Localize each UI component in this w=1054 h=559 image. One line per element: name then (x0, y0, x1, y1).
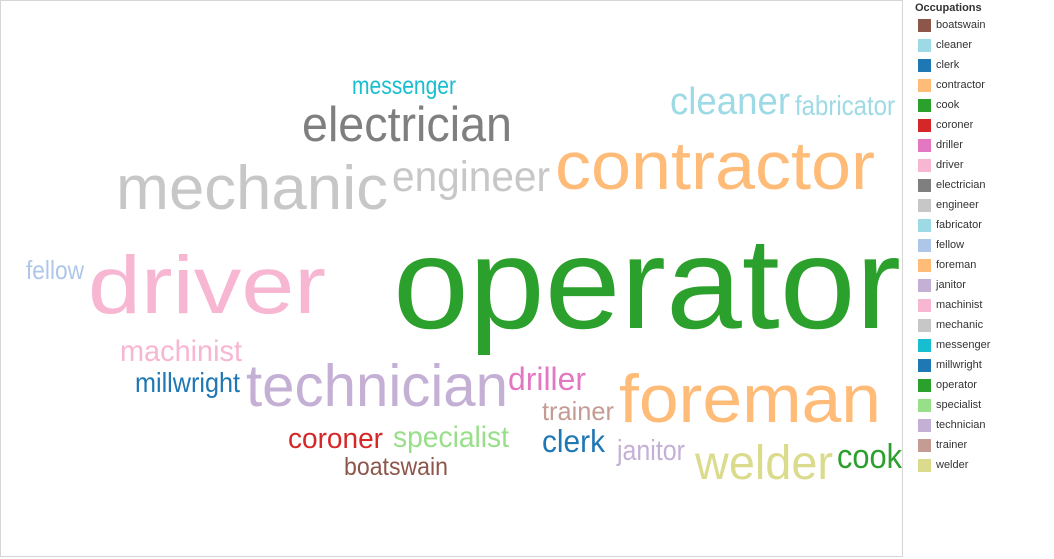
word-welder: welder (694, 436, 833, 490)
legend-label: technician (936, 419, 986, 431)
word-engineer: engineer (392, 153, 550, 201)
legend-swatch (918, 198, 931, 212)
legend-item-fellow: fellow (918, 238, 964, 252)
word-fellow: fellow (26, 255, 84, 285)
legend-label: trainer (936, 439, 968, 451)
legend-label: cook (936, 99, 960, 111)
legend-item-cleaner: cleaner (918, 38, 972, 52)
word-cleaner: cleaner (670, 80, 790, 122)
word-mechanic: mechanic (116, 154, 388, 223)
legend-label: operator (936, 379, 977, 391)
word-driller: driller (508, 361, 586, 397)
word-operator: operator (393, 210, 901, 356)
word-janitor: janitor (616, 435, 685, 467)
legend-item-cook: cook (918, 98, 959, 112)
legend-item-fabricator: fabricator (918, 218, 982, 232)
legend-item-millwright: millwright (918, 358, 982, 372)
legend-label: janitor (936, 279, 966, 291)
legend-label: messenger (936, 339, 991, 351)
word-technician: technician (246, 352, 508, 419)
legend-item-driller: driller (918, 138, 963, 152)
legend-swatch (918, 298, 931, 312)
legend-label: fabricator (936, 219, 982, 231)
word-driver: driver (88, 240, 326, 331)
legend-swatch (918, 338, 931, 352)
legend-item-foreman: foreman (918, 258, 976, 272)
legend-swatch (918, 138, 931, 152)
legend-label: engineer (936, 199, 979, 211)
word-fabricator: fabricator (795, 90, 895, 121)
legend-label: specialist (936, 399, 982, 411)
word-messenger: messenger (352, 73, 456, 100)
legend-label: machinist (936, 299, 983, 311)
legend-item-specialist: specialist (918, 398, 981, 412)
legend-swatch (918, 318, 931, 332)
legend-item-electrician: electrician (918, 178, 986, 192)
legend-title: Occupations (915, 2, 982, 14)
legend-item-technician: technician (918, 418, 986, 432)
legend-swatch (918, 58, 931, 72)
legend-item-messenger: messenger (918, 338, 990, 352)
legend: Occupations boatswain cleaner clerk contrac… (912, 0, 1050, 559)
legend-swatch (918, 358, 931, 372)
word-coroner: coroner (288, 423, 383, 455)
legend-label: clerk (936, 59, 960, 71)
legend-item-mechanic: mechanic (918, 318, 983, 332)
legend-label: welder (936, 459, 969, 471)
word-contractor: contractor (555, 129, 875, 204)
legend-swatch (918, 78, 931, 92)
word-specialist: specialist (393, 421, 510, 454)
legend-label: foreman (936, 259, 977, 271)
legend-swatch (918, 398, 931, 412)
legend-swatch (918, 178, 931, 192)
word-millwright: millwright (135, 367, 240, 398)
legend-label: driller (936, 139, 963, 151)
legend-swatch (918, 18, 931, 32)
legend-item-janitor: janitor (918, 278, 966, 292)
word-trainer: trainer (542, 396, 614, 426)
legend-label: electrician (936, 179, 986, 191)
legend-label: driver (936, 159, 964, 171)
legend-item-trainer: trainer (918, 438, 967, 452)
word-foreman: foreman (619, 362, 881, 437)
legend-label: coroner (936, 119, 974, 131)
legend-swatch (918, 278, 931, 292)
legend-item-driver: driver (918, 158, 964, 172)
word-cloud: operator driver contractor foreman mechanic t… (26, 73, 902, 490)
legend-label: contractor (936, 79, 985, 91)
legend-item-clerk: clerk (918, 58, 959, 72)
word-boatswain: boatswain (344, 454, 448, 481)
legend-label: boatswain (936, 19, 986, 31)
legend-item-contractor: contractor (918, 78, 985, 92)
legend-label: mechanic (936, 319, 984, 331)
legend-swatch (918, 218, 931, 232)
legend-item-machinist: machinist (918, 298, 982, 312)
legend-swatch (918, 378, 931, 392)
legend-label: fellow (936, 239, 965, 251)
legend-swatch (918, 38, 931, 52)
legend-swatch (918, 98, 931, 112)
legend-label: millwright (936, 359, 982, 371)
legend-swatch (918, 418, 931, 432)
legend-label: cleaner (936, 39, 973, 51)
word-cook: cook (837, 438, 902, 476)
legend-swatch (918, 118, 931, 132)
legend-item-boatswain: boatswain (918, 18, 986, 32)
word-machinist: machinist (120, 335, 243, 368)
word-electrician: electrician (302, 97, 512, 152)
legend-item-operator: operator (918, 378, 977, 392)
word-cloud-panel: operator driver contractor foreman mechanic t… (0, 0, 903, 557)
legend-swatch (918, 258, 931, 272)
legend-item-coroner: coroner (918, 118, 973, 132)
legend-swatch (918, 438, 931, 452)
legend-swatch (918, 458, 931, 472)
legend-item-welder: welder (918, 458, 968, 472)
legend-swatch (918, 158, 931, 172)
legend-item-engineer: engineer (918, 198, 979, 212)
legend-swatch (918, 238, 931, 252)
word-clerk: clerk (542, 424, 605, 459)
